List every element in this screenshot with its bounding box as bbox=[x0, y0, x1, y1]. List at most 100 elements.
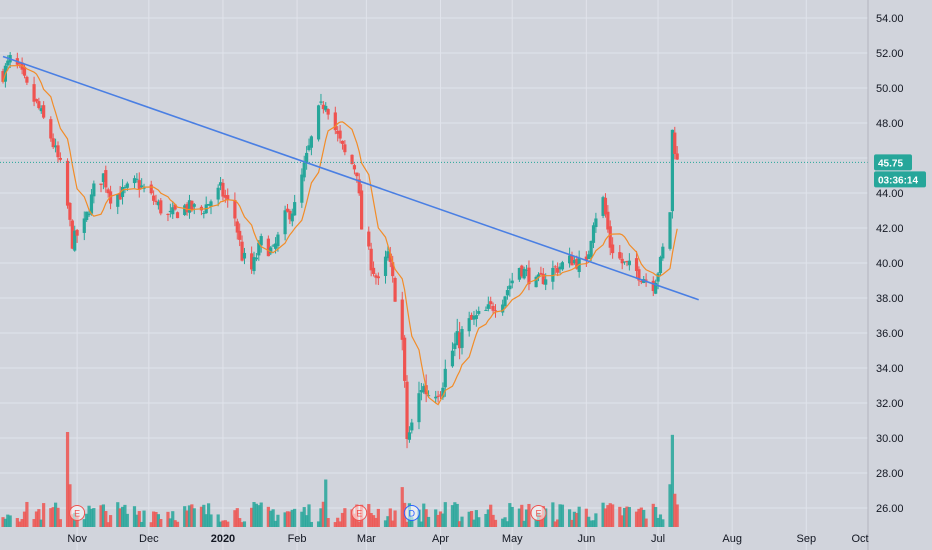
candle-body bbox=[410, 422, 414, 431]
candle-body bbox=[235, 221, 239, 233]
candle-body bbox=[340, 140, 345, 144]
volume-bar bbox=[49, 508, 53, 527]
candle-body bbox=[39, 108, 43, 112]
volume-bar bbox=[53, 502, 58, 527]
candle-body bbox=[53, 145, 58, 148]
candle-body bbox=[651, 280, 655, 292]
candle-body bbox=[120, 186, 125, 197]
volume-bar bbox=[661, 519, 665, 527]
volume-bar bbox=[658, 514, 663, 527]
volume-bar bbox=[99, 505, 103, 527]
volume-bar bbox=[443, 502, 447, 527]
candle-body bbox=[477, 311, 481, 314]
volume-bar bbox=[32, 519, 36, 527]
volume-bar bbox=[125, 513, 129, 527]
candle-body bbox=[527, 267, 531, 285]
volume-bar bbox=[51, 507, 55, 527]
candle-body bbox=[49, 119, 53, 139]
time-tick-label: Sep bbox=[796, 533, 816, 545]
candle-body bbox=[336, 130, 340, 134]
candle-body bbox=[572, 260, 576, 264]
volume-bar bbox=[22, 511, 27, 527]
volume-bar bbox=[207, 503, 211, 527]
volume-bar bbox=[233, 510, 237, 527]
candle-body bbox=[522, 268, 526, 279]
candle-body bbox=[123, 187, 127, 189]
price-tick-label: 48.00 bbox=[876, 118, 904, 130]
earnings-event-marker[interactable] bbox=[351, 505, 368, 521]
candle-body bbox=[152, 195, 156, 201]
volume-bar bbox=[589, 520, 593, 527]
candle-body bbox=[675, 153, 679, 160]
volume-bar bbox=[510, 506, 514, 527]
candle-body bbox=[250, 253, 254, 270]
candle-body bbox=[257, 242, 261, 256]
candle-body bbox=[142, 187, 146, 189]
time-tick-label: Jun bbox=[577, 533, 595, 545]
candle-body bbox=[106, 189, 110, 194]
price-tick-label: 26.00 bbox=[876, 503, 904, 515]
candle-body bbox=[190, 200, 194, 211]
volume-bar bbox=[424, 509, 428, 527]
volume-bar bbox=[544, 508, 548, 527]
volume-bar bbox=[135, 514, 139, 527]
volume-bar bbox=[527, 503, 531, 527]
candle-body bbox=[484, 309, 488, 311]
volume-bar bbox=[183, 506, 187, 527]
candle-body bbox=[551, 267, 555, 282]
volume-bar bbox=[644, 518, 648, 527]
volume-bar bbox=[250, 507, 254, 527]
volume-bar bbox=[290, 509, 294, 527]
candle-body bbox=[269, 247, 273, 254]
candle-body bbox=[154, 200, 158, 202]
candle-body bbox=[173, 204, 177, 210]
candle-body bbox=[472, 315, 476, 320]
volume-bar bbox=[668, 484, 672, 527]
volume-bar bbox=[391, 520, 395, 527]
volume-bar bbox=[3, 518, 7, 527]
time-tick-label: Mar bbox=[357, 533, 376, 545]
candle-body bbox=[326, 109, 330, 115]
time-axis[interactable]: Nov Dec 2020 Feb Mar Apr May Jun Jul Aug Sep Oct bbox=[67, 533, 868, 545]
candle-body bbox=[137, 180, 141, 190]
candle-body bbox=[489, 301, 493, 305]
volume-bar bbox=[524, 509, 529, 527]
candle-body bbox=[307, 145, 311, 151]
dividend-event-marker[interactable] bbox=[403, 505, 420, 521]
volume-bar bbox=[436, 514, 440, 527]
volume-bar bbox=[484, 513, 488, 527]
volume-bar bbox=[252, 502, 256, 527]
volume-bar bbox=[558, 504, 562, 527]
volume-bar bbox=[159, 519, 163, 527]
volume-bar bbox=[307, 504, 311, 527]
candle-body bbox=[388, 253, 392, 262]
candle-body bbox=[192, 204, 196, 207]
earnings-event-marker[interactable] bbox=[69, 505, 86, 521]
volume-bar bbox=[87, 505, 91, 527]
price-axis[interactable]: 26.00 28.00 30.00 32.00 34.00 36.00 38.00 40.00… bbox=[867, 0, 932, 550]
price-candles bbox=[1, 52, 679, 449]
candle-body bbox=[285, 208, 290, 212]
price-tick-label: 54.00 bbox=[876, 13, 904, 25]
volume-bar bbox=[419, 521, 423, 527]
volume-bar bbox=[622, 507, 627, 527]
candle-body bbox=[419, 390, 423, 393]
volume-bar bbox=[350, 509, 354, 527]
candle-body bbox=[591, 225, 596, 243]
volume-bar bbox=[202, 504, 206, 527]
volume-bar bbox=[338, 521, 342, 527]
candle-body bbox=[70, 220, 74, 249]
bar-countdown: 03:36:14 bbox=[878, 175, 918, 186]
volume-bar bbox=[89, 508, 94, 527]
candle-body bbox=[673, 132, 677, 155]
candle-body bbox=[73, 230, 77, 251]
volume-bar bbox=[1, 517, 5, 527]
volume-bar bbox=[453, 502, 457, 527]
volume-bar bbox=[56, 507, 60, 527]
volume-bar bbox=[340, 512, 345, 527]
volume-bar bbox=[405, 521, 409, 527]
trend-line[interactable] bbox=[2, 55, 699, 301]
earnings-event-marker[interactable] bbox=[530, 505, 547, 521]
